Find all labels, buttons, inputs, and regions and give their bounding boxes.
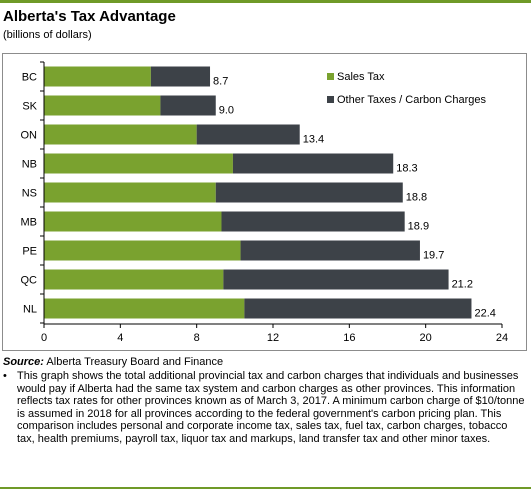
legend-label-sales-tax: Sales Tax xyxy=(337,71,385,83)
top-accent-rule xyxy=(0,0,531,3)
x-tick-label: 24 xyxy=(496,332,508,344)
category-label-nl: NL xyxy=(23,304,37,316)
category-label-on: ON xyxy=(21,130,38,142)
bar-sales-tax-sk xyxy=(44,95,161,116)
total-label-ns: 18.8 xyxy=(406,192,427,204)
total-label-sk: 9.0 xyxy=(219,105,234,117)
bar-other-taxes-nl xyxy=(244,298,472,319)
total-label-on: 13.4 xyxy=(303,134,324,146)
bar-other-taxes-bc xyxy=(150,66,211,87)
category-label-qc: QC xyxy=(21,275,38,287)
tax-advantage-bar-chart: BC 8.7 SK 9.0 ON 13.4 NB 18.3 NS 18.8 MB 18.9 PE 19.7… xyxy=(21,61,508,344)
legend-label-other-taxes: Other Taxes / Carbon Charges xyxy=(337,94,486,106)
legend-swatch-sales-tax xyxy=(327,73,334,80)
category-label-pe: PE xyxy=(22,246,37,258)
x-tick-label: 16 xyxy=(343,332,355,344)
total-label-mb: 18.9 xyxy=(408,221,429,233)
bullet-icon: • xyxy=(3,370,7,382)
bar-sales-tax-qc xyxy=(44,269,224,290)
x-tick-label: 4 xyxy=(117,332,123,344)
total-label-pe: 19.7 xyxy=(423,250,444,262)
category-label-nb: NB xyxy=(22,159,37,171)
x-tick-label: 12 xyxy=(267,332,279,344)
total-label-qc: 21.2 xyxy=(452,279,473,291)
total-label-bc: 8.7 xyxy=(213,76,228,88)
source-line: Source: Alberta Treasury Board and Finan… xyxy=(3,356,223,368)
category-label-bc: BC xyxy=(22,72,37,84)
bar-other-taxes-qc xyxy=(223,269,449,290)
bar-other-taxes-pe xyxy=(240,240,420,261)
bar-sales-tax-nb xyxy=(44,153,233,174)
bar-sales-tax-nl xyxy=(44,298,245,319)
legend-swatch-other-taxes xyxy=(327,96,334,103)
chart-subtitle: (billions of dollars) xyxy=(3,29,92,41)
x-tick-label: 8 xyxy=(194,332,200,344)
source-text: Alberta Treasury Board and Finance xyxy=(46,356,224,368)
chart-title: Alberta's Tax Advantage xyxy=(3,8,176,25)
category-label-mb: MB xyxy=(21,217,38,229)
bar-sales-tax-pe xyxy=(44,240,241,261)
bar-other-taxes-mb xyxy=(221,211,405,232)
bottom-accent-rule xyxy=(0,487,531,489)
bar-other-taxes-sk xyxy=(160,95,216,116)
footnote: • This graph shows the total additional … xyxy=(3,370,528,446)
x-tick-label: 20 xyxy=(420,332,432,344)
bar-sales-tax-on xyxy=(44,124,197,145)
total-label-nb: 18.3 xyxy=(396,163,417,175)
bar-sales-tax-bc xyxy=(44,66,151,87)
x-tick-label: 0 xyxy=(41,332,47,344)
category-label-ns: NS xyxy=(22,188,37,200)
category-label-sk: SK xyxy=(22,101,37,113)
total-label-nl: 22.4 xyxy=(474,308,495,320)
bar-other-taxes-ns xyxy=(215,182,403,203)
bar-other-taxes-on xyxy=(196,124,300,145)
bar-sales-tax-mb xyxy=(44,211,222,232)
bar-sales-tax-ns xyxy=(44,182,216,203)
plot-area-frame xyxy=(2,53,527,351)
source-label: Source: xyxy=(3,356,44,368)
footnote-text: This graph shows the total additional pr… xyxy=(17,370,525,445)
bar-other-taxes-nb xyxy=(232,153,394,174)
